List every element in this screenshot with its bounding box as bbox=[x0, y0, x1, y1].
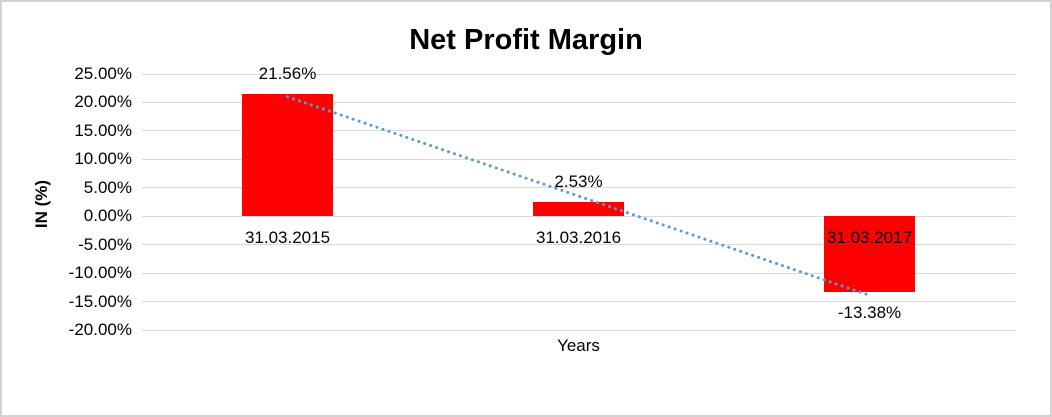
gridline bbox=[142, 301, 1015, 303]
bar-data-label: -13.38% bbox=[837, 303, 902, 323]
category-label: 31.03.2017 bbox=[826, 228, 913, 248]
category-label: 31.03.2015 bbox=[244, 228, 331, 248]
category-label: 31.03.2016 bbox=[535, 228, 622, 248]
bar bbox=[242, 93, 333, 217]
gridline bbox=[142, 73, 1015, 75]
y-tick-label: 15.00% bbox=[74, 120, 132, 140]
y-tick-label: -5.00% bbox=[78, 234, 132, 254]
x-axis-title: Years bbox=[557, 336, 600, 355]
y-tick-label: -15.00% bbox=[68, 291, 132, 311]
gridline bbox=[142, 329, 1015, 331]
chart-title: Net Profit Margin bbox=[409, 24, 643, 56]
bar-data-label: 21.56% bbox=[258, 63, 317, 83]
y-tick-label: 10.00% bbox=[74, 149, 132, 169]
y-tick-label: 25.00% bbox=[74, 64, 132, 83]
y-tick-label: 20.00% bbox=[74, 92, 132, 112]
y-tick-label: -20.00% bbox=[68, 320, 132, 339]
bar bbox=[533, 201, 624, 217]
y-tick-label: 0.00% bbox=[83, 206, 132, 226]
y-tick-label: 5.00% bbox=[83, 177, 132, 197]
bar-data-label: 2.53% bbox=[554, 171, 603, 191]
y-tick-label: -10.00% bbox=[68, 263, 132, 283]
